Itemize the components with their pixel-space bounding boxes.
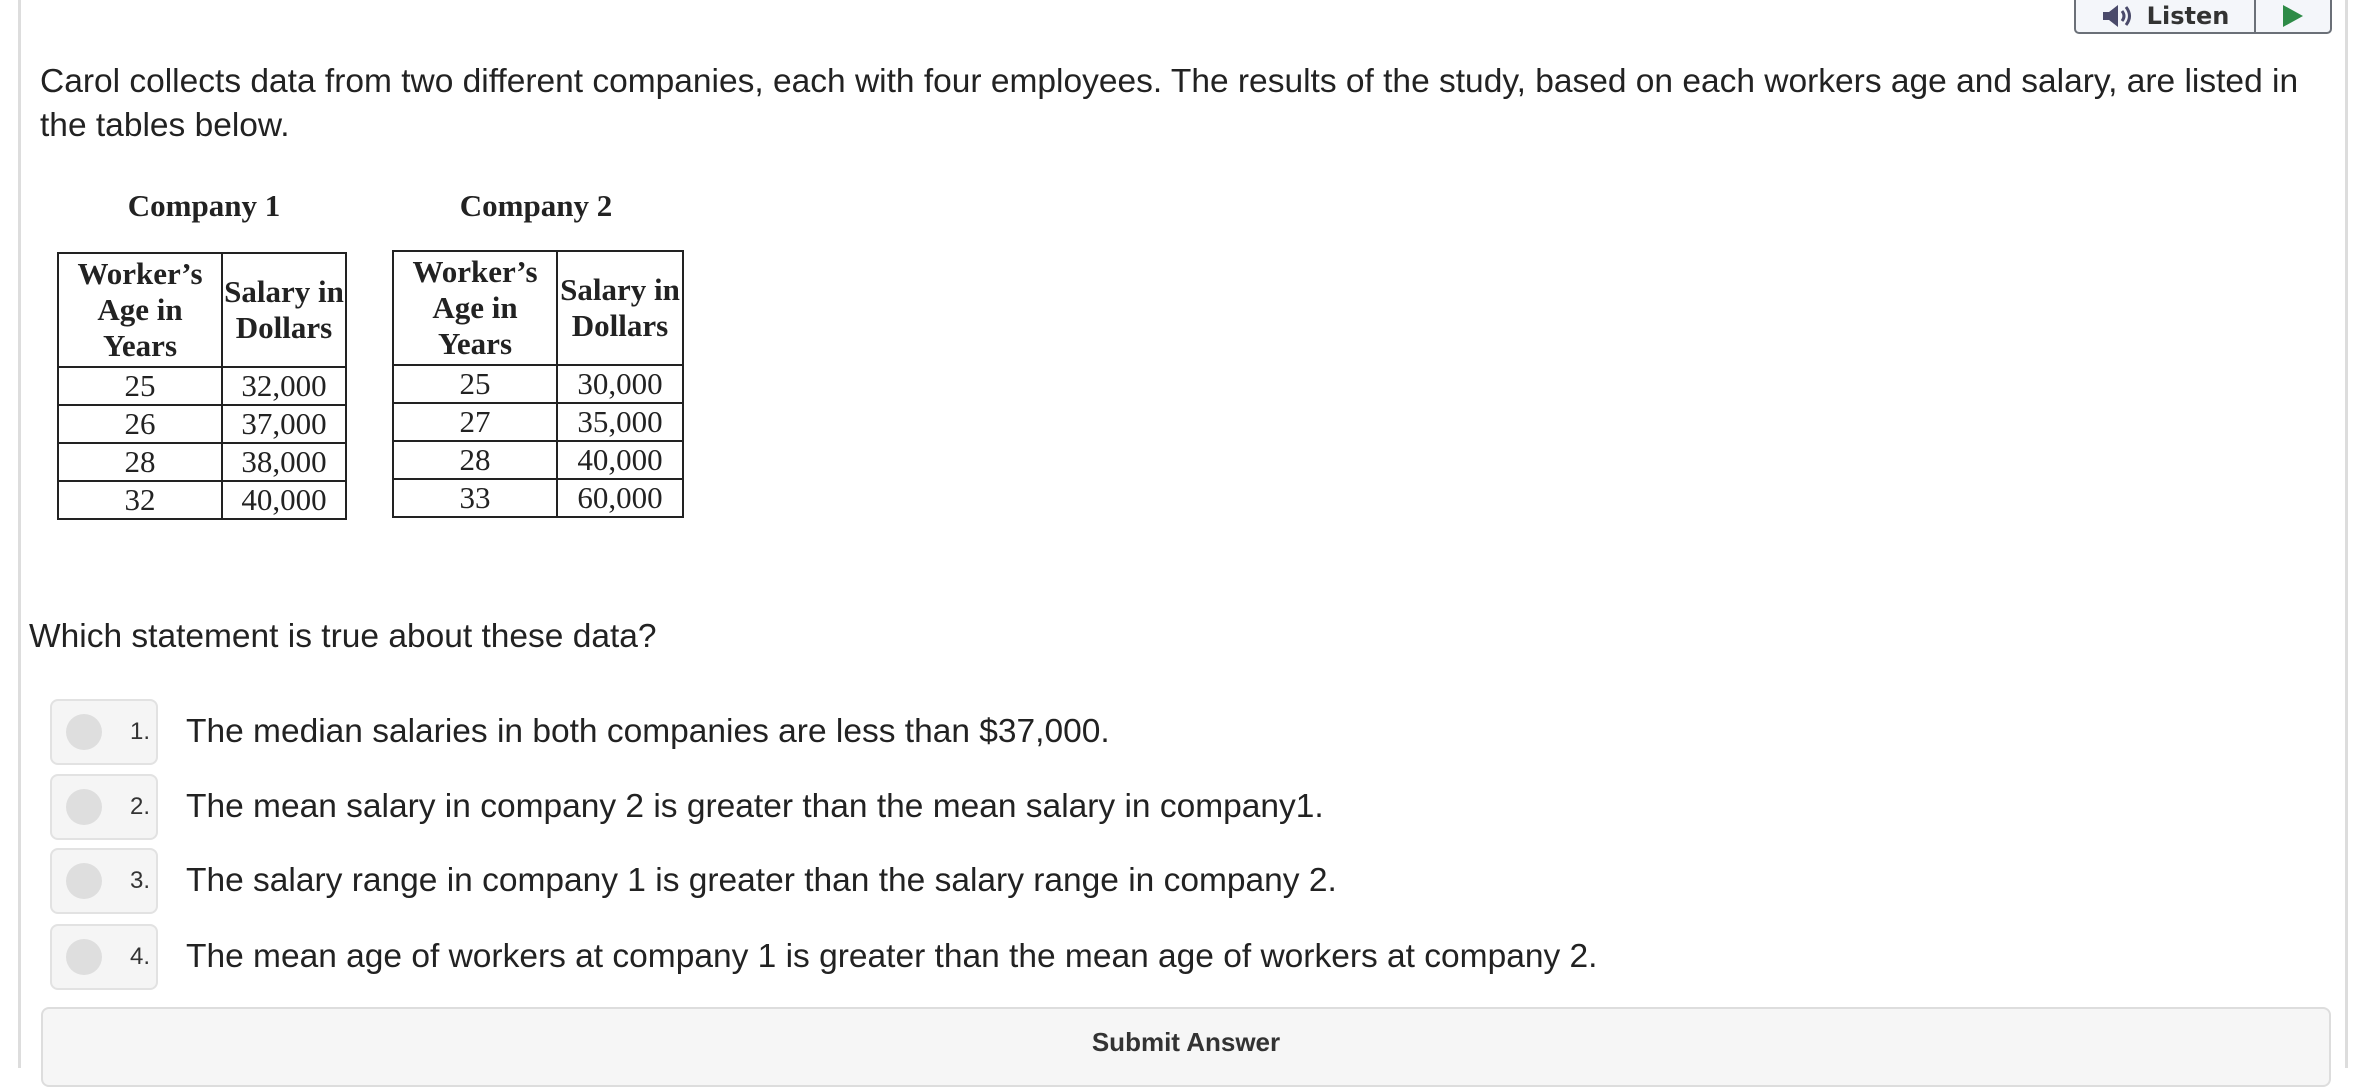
question-prompt: Which statement is true about these data… xyxy=(29,618,657,655)
header-age: Worker’s Age in Years xyxy=(57,252,223,368)
radio-circle-icon xyxy=(66,863,102,899)
listen-label: Listen xyxy=(2146,2,2230,30)
table-title-company-1: Company 1 xyxy=(127,188,281,223)
radio-circle-icon xyxy=(66,714,102,750)
option-text[interactable]: The median salaries in both companies ar… xyxy=(186,713,1110,750)
listen-button[interactable]: Listen xyxy=(2076,0,2254,32)
option-radio[interactable]: 1. xyxy=(50,699,158,765)
play-icon xyxy=(2283,5,2303,27)
option-radio[interactable]: 3. xyxy=(50,848,158,914)
table-row: 33 60,000 xyxy=(392,478,684,518)
play-button[interactable] xyxy=(2254,0,2330,32)
table-title-company-2: Company 2 xyxy=(459,188,613,223)
table-row: 27 35,000 xyxy=(392,402,684,442)
radio-circle-icon xyxy=(66,789,102,825)
submit-answer-button[interactable]: Submit Answer xyxy=(41,1007,2331,1087)
header-salary: Salary in Dollars xyxy=(221,252,347,368)
table-row: 26 37,000 xyxy=(57,404,347,444)
table-row: 25 32,000 xyxy=(57,366,347,406)
speaker-icon xyxy=(2102,5,2131,27)
header-age: Worker’s Age in Years xyxy=(392,250,558,366)
table-row: 32 40,000 xyxy=(57,480,347,520)
option-text[interactable]: The salary range in company 1 is greater… xyxy=(186,862,1337,899)
header-salary: Salary in Dollars xyxy=(556,250,684,366)
company-2-table: Worker’s Age in Years Salary in Dollars 2… xyxy=(392,250,684,518)
table-row: 28 40,000 xyxy=(392,440,684,480)
option-radio[interactable]: 2. xyxy=(50,774,158,840)
question-stem: Carol collects data from two different c… xyxy=(40,63,2299,144)
option-1[interactable]: 1. The median salaries in both companies… xyxy=(50,699,1110,765)
option-radio[interactable]: 4. xyxy=(50,924,158,990)
question-frame xyxy=(18,0,2348,1068)
option-text[interactable]: The mean salary in company 2 is greater … xyxy=(186,788,1324,825)
option-2[interactable]: 2. The mean salary in company 2 is great… xyxy=(50,774,1324,840)
table-row: 28 38,000 xyxy=(57,442,347,482)
company-1-table: Worker’s Age in Years Salary in Dollars 2… xyxy=(57,252,347,520)
option-3[interactable]: 3. The salary range in company 1 is grea… xyxy=(50,848,1337,914)
option-text[interactable]: The mean age of workers at company 1 is … xyxy=(186,938,1598,975)
option-4[interactable]: 4. The mean age of workers at company 1 … xyxy=(50,924,1597,990)
listen-toolbar: Listen xyxy=(2074,0,2332,34)
radio-circle-icon xyxy=(66,939,102,975)
table-row: 25 30,000 xyxy=(392,364,684,404)
